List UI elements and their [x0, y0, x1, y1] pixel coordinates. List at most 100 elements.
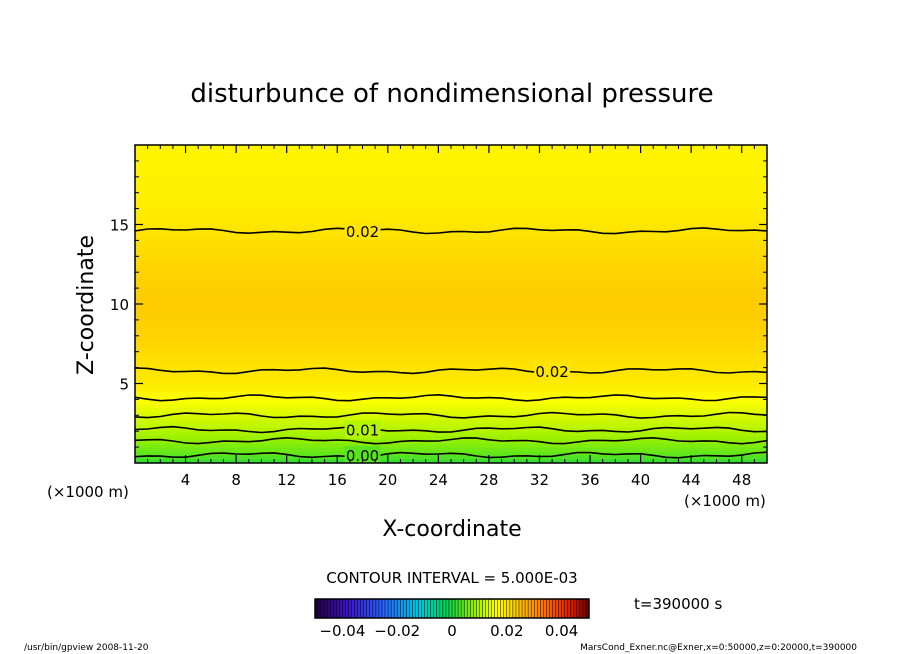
colorbar-cell: [418, 599, 422, 618]
contour-label-mask: [344, 420, 381, 439]
colorbar-cell: [482, 599, 486, 618]
x-tick-label: 48: [732, 471, 751, 489]
colorbar-cell: [552, 599, 556, 618]
field-band: [135, 315, 767, 321]
field-band: [135, 252, 767, 257]
field-band: [135, 264, 767, 269]
contour-label: 0.00: [346, 447, 379, 465]
colorbar-cell: [515, 599, 520, 618]
x-tick-label: 36: [580, 471, 599, 489]
field-band: [135, 148, 767, 154]
field-band: [135, 323, 767, 329]
field-band: [135, 248, 767, 253]
y-tick-label: 10: [110, 296, 129, 314]
colorbar-cell: [381, 599, 386, 618]
colorbar: [314, 599, 590, 618]
colorbar-cell: [345, 599, 349, 618]
field-band: [135, 272, 767, 277]
footer-right: MarsCond_Exner.nc@Exner,x=0:50000,z=0:20…: [580, 643, 857, 653]
colorbar-cell: [555, 599, 559, 618]
field-band: [135, 443, 767, 448]
colorbar-cell: [372, 599, 377, 618]
field-band: [135, 347, 767, 353]
field-band: [135, 280, 767, 285]
field-band: [135, 335, 767, 341]
colorbar-cell: [442, 599, 447, 618]
field-band: [135, 375, 767, 381]
contour-line: [135, 393, 767, 402]
colorbar-cell: [476, 599, 480, 618]
field-band: [135, 212, 767, 218]
colorbar-cell: [318, 599, 322, 618]
field-band: [135, 220, 767, 226]
field-band: [135, 391, 767, 397]
colorbar-cell: [461, 599, 465, 618]
x-tick-label: 24: [429, 471, 448, 489]
colorbar-cell: [561, 599, 565, 618]
x-tick-label: 16: [328, 471, 347, 489]
heatmap-field: [135, 145, 767, 463]
field-band: [135, 232, 767, 238]
colorbar-cell: [558, 599, 562, 618]
field-band: [135, 411, 767, 416]
colorbar-tick-label: 0.02: [490, 622, 523, 640]
colorbar-cell: [488, 599, 492, 618]
x-tick-label: 44: [682, 471, 701, 489]
colorbar-cell: [491, 599, 495, 618]
colorbar-cell: [500, 599, 505, 618]
colorbar-cell: [409, 599, 413, 618]
colorbar-cell: [549, 599, 553, 618]
colorbar-tick-label: −0.04: [319, 622, 365, 640]
field-band: [135, 204, 767, 210]
contour-label: 0.02: [535, 363, 568, 381]
field-band: [135, 152, 767, 158]
colorbar-cell: [330, 599, 334, 618]
field-band: [135, 331, 767, 337]
colorbar-cell: [494, 599, 498, 618]
colorbar-cell: [579, 599, 584, 618]
colorbar-cell: [503, 599, 508, 618]
field-band: [135, 164, 767, 170]
colorbar-cell: [585, 599, 590, 618]
contour-line: [135, 451, 767, 459]
field-band: [135, 260, 767, 265]
field-band: [135, 292, 767, 297]
colorbar-cell: [512, 599, 517, 618]
field-band: [135, 184, 767, 190]
field-band: [135, 319, 767, 325]
field-band: [135, 447, 767, 452]
colorbar-cell: [363, 599, 368, 618]
colorbar-cell: [522, 599, 526, 618]
field-band: [135, 311, 767, 317]
colorbar-cell: [369, 599, 374, 618]
contour-interval-text: CONTOUR INTERVAL = 5.000E-03: [326, 569, 577, 587]
colorbar-cell: [424, 599, 428, 618]
x-tick-label: 40: [631, 471, 650, 489]
footer-left: /usr/bin/gpview 2008-11-20: [24, 643, 149, 653]
field-band: [135, 307, 767, 313]
field-band: [135, 276, 767, 281]
contour-lines: 0.02 0.02 0.01 0.00: [135, 221, 767, 465]
colorbar-cell: [485, 599, 489, 618]
colorbar-cell: [412, 599, 416, 618]
x-unit-right: (×1000 m): [684, 492, 766, 510]
field-band: [135, 395, 767, 400]
field-band: [135, 339, 767, 345]
colorbar-cell: [397, 599, 401, 618]
x-unit-left: (×1000 m): [47, 483, 129, 501]
field-band: [135, 236, 767, 241]
colorbar-cell: [540, 599, 544, 618]
colorbar-cell: [391, 599, 395, 618]
field-band: [135, 403, 767, 408]
colorbar-cell: [525, 599, 529, 618]
field-band: [135, 359, 767, 365]
colorbar-cell: [403, 599, 407, 618]
field-band: [135, 156, 767, 162]
x-axis-label: X-coordinate: [382, 517, 521, 542]
field-band: [135, 304, 767, 309]
colorbar-cell: [546, 599, 550, 618]
contour-line: [135, 425, 767, 434]
